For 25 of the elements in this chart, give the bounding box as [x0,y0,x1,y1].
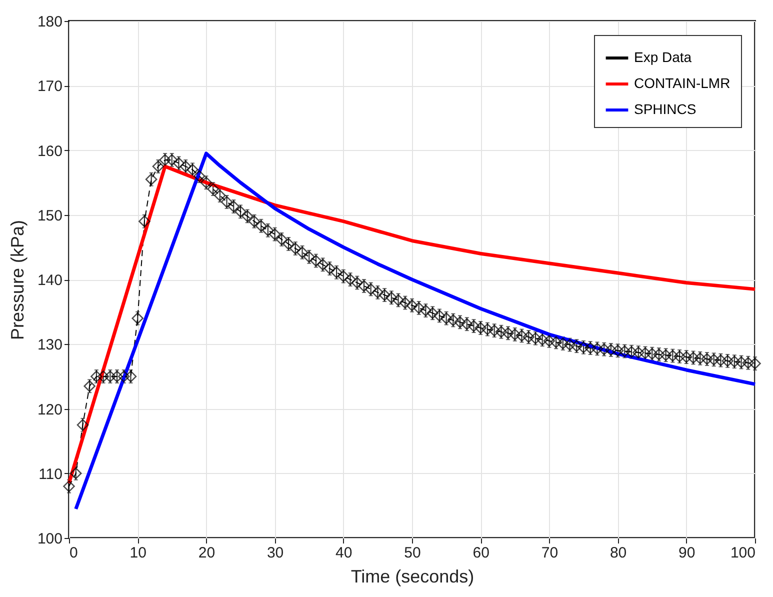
x-tick-label: 50 [404,544,421,562]
y-tick-label: 120 [37,401,62,418]
y-tick-label: 110 [38,466,62,483]
x-tick-label: 100 [730,544,756,562]
legend-label: CONTAIN-LMR [634,75,730,91]
x-tick-label: 90 [678,544,696,562]
y-tick-label: 100 [37,530,62,548]
y-tick-label: 160 [37,142,62,160]
x-tick-label: 70 [541,544,558,562]
y-tick-label: 130 [37,336,62,354]
x-axis-title: Time (seconds) [350,566,474,586]
x-tick-label: 40 [336,544,352,562]
x-tick-label: 10 [130,544,146,562]
y-axis-title: Pressure (kPa) [7,220,28,340]
x-tick-label: 80 [610,544,627,562]
y-tick-label: 170 [37,78,62,96]
legend-label: Exp Data [634,49,692,65]
y-tick-label: 140 [37,272,62,289]
x-tick-label: 60 [472,544,490,562]
y-tick-label: 150 [37,207,62,224]
legend-label: SPHINCS [634,101,696,117]
y-tick-label: 180 [37,14,62,30]
x-tick-label: 30 [266,544,284,562]
x-tick-label: 20 [198,544,216,562]
x-tick-label: 0 [70,544,78,562]
